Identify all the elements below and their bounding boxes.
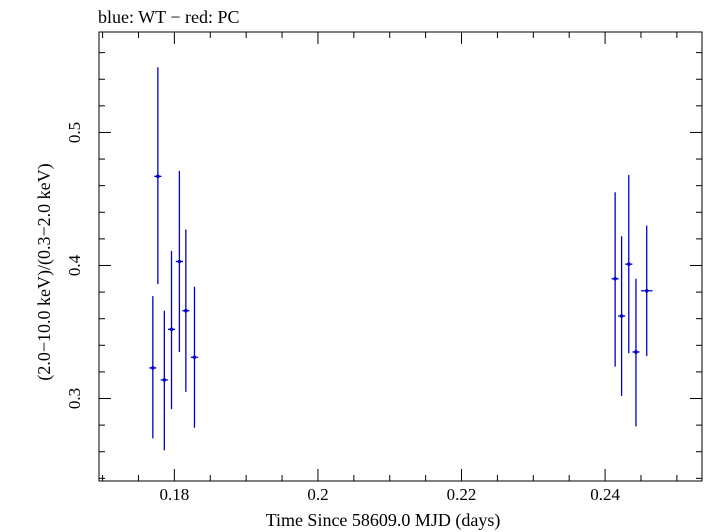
y-tick-label: 0.3 [65,388,84,409]
y-tick-label: 0.5 [65,122,84,143]
point-marker [192,355,197,360]
point-marker [169,327,174,332]
data-point [625,175,633,354]
point-marker [162,378,167,382]
data-point [190,286,199,428]
y-tick-labels: 0.3 0.4 0.5 [65,122,84,409]
data-point [611,192,619,367]
point-marker [156,174,160,179]
point-marker [634,350,638,354]
data-point [632,278,640,427]
x-tick-label: 0.22 [447,485,477,504]
point-marker [177,259,182,264]
x-tick-label: 0.2 [307,485,328,504]
data-point [175,171,183,352]
point-marker [619,314,624,318]
data-point [149,296,157,439]
point-marker [151,366,155,370]
data-point [154,67,162,285]
data-point [160,310,168,451]
axis-ticks [99,32,702,481]
data-point [167,250,176,410]
data-point [618,236,626,396]
data-point [182,229,190,392]
point-marker [626,262,631,266]
x-tick-labels: 0.18 0.2 0.22 0.24 [160,485,621,504]
x-tick-label: 0.18 [160,485,190,504]
x-tick-label: 0.24 [590,485,620,504]
plot-frame [98,31,703,482]
data-point [640,225,653,356]
point-marker [184,308,188,313]
point-marker [644,288,649,293]
x-axis-label: Time Since 58609.0 MJD (days) [266,510,501,531]
point-marker [613,276,617,281]
y-axis-label: (2.0−10.0 keV)/(0.3−2.0 keV) [34,163,55,380]
y-tick-label: 0.4 [65,254,84,276]
data-points [149,67,653,451]
chart-title: blue: WT − red: PC [98,7,239,27]
